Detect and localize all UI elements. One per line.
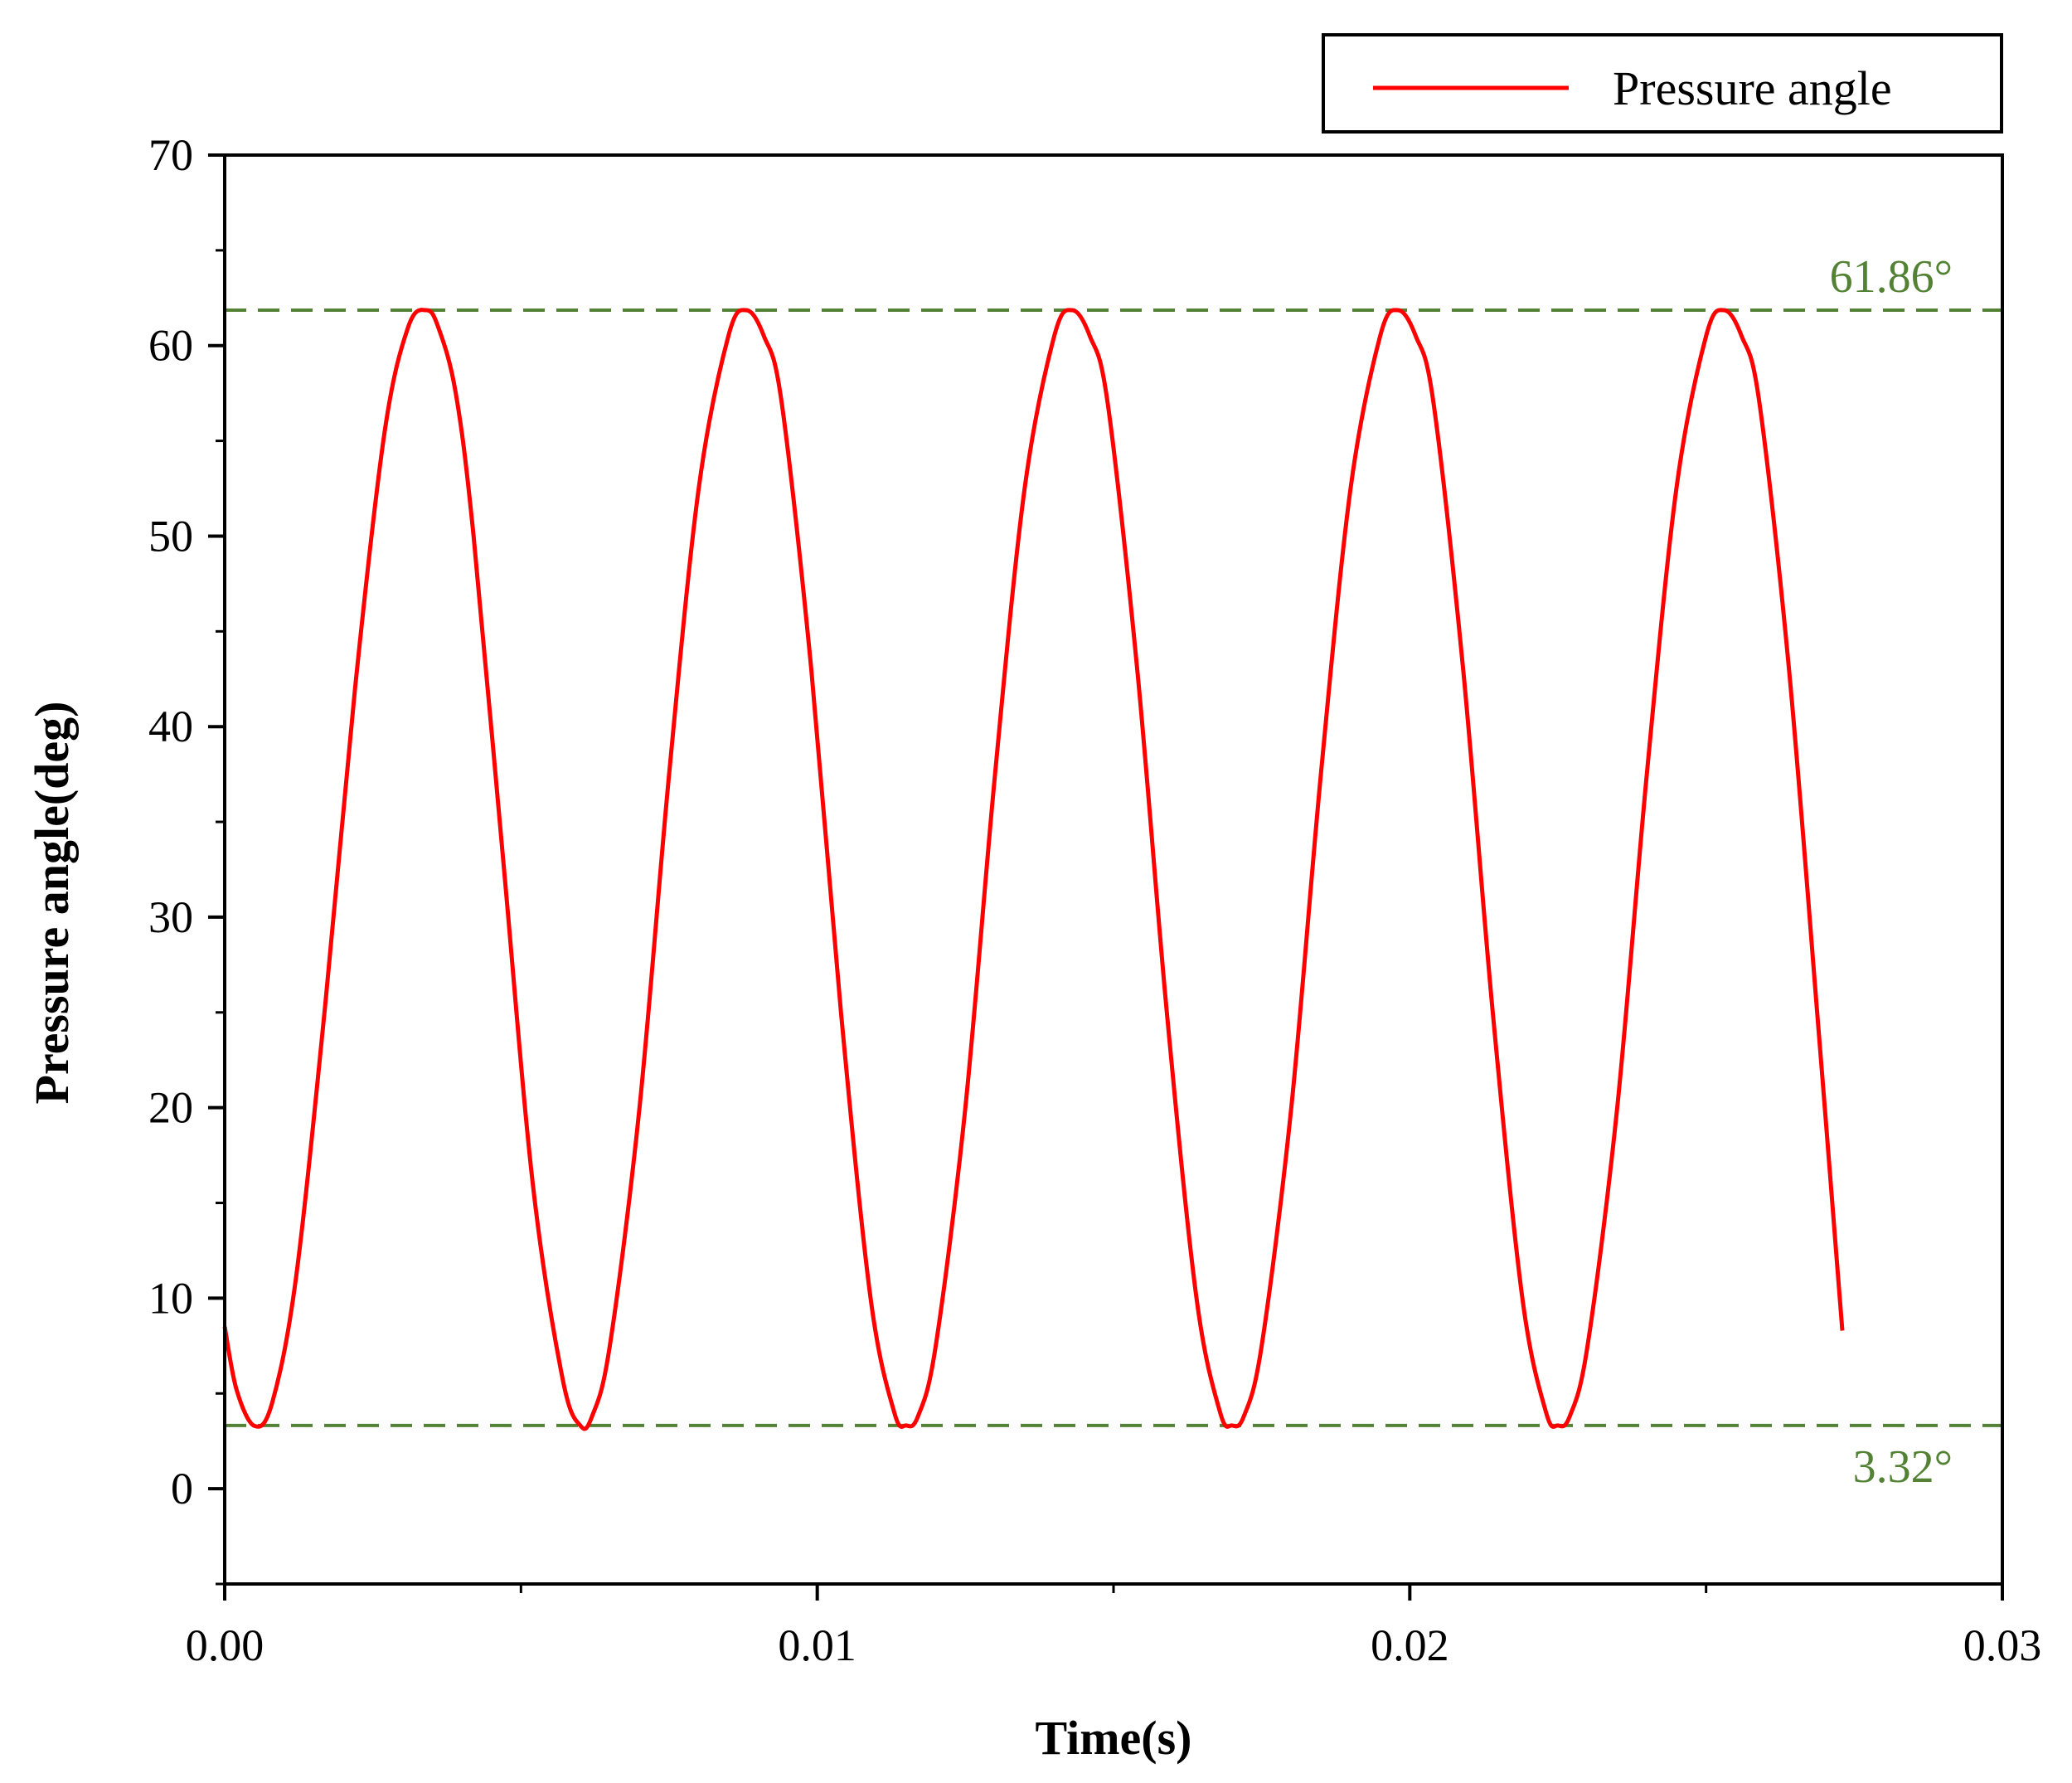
series-layer	[222, 308, 1845, 1431]
reference-label-3.32: 3.32°	[1853, 1441, 1953, 1493]
plot-frame	[223, 153, 2004, 1586]
x-tick-label-0.00: 0.00	[186, 1620, 264, 1670]
y-tick-label-70: 70	[148, 130, 193, 180]
legend: Pressure angle	[1322, 33, 2003, 134]
y-tick-label-10: 10	[148, 1273, 193, 1323]
y-tick-label-40: 40	[148, 702, 193, 751]
y-axis-title: Pressure angle(deg)	[25, 702, 79, 1105]
x-axis-title: Time(s)	[1035, 1711, 1191, 1765]
y-tick-label-60: 60	[148, 321, 193, 371]
reference-lines: 61.86° 3.32°	[225, 251, 2002, 1493]
legend-label-pressure-angle: Pressure angle	[1613, 61, 1892, 115]
x-tick-label-0.01: 0.01	[778, 1620, 856, 1670]
y-tick-label-50: 50	[148, 511, 193, 561]
x-tick-label-0.03: 0.03	[1963, 1620, 2042, 1670]
y-tick-label-0: 0	[171, 1464, 193, 1513]
y-tick-label-20: 20	[148, 1083, 193, 1133]
legend-box	[1322, 33, 2003, 134]
reference-label-61.86: 61.86°	[1830, 251, 1953, 303]
x-tick-label-0.02: 0.02	[1371, 1620, 1449, 1670]
axes-layer: 0 10 20 30 40 50 60 70 0.00 0.01 0.02 0.03	[148, 130, 2041, 1670]
series-line-pressure-angle	[222, 308, 1845, 1431]
y-tick-label-30: 30	[148, 892, 193, 942]
